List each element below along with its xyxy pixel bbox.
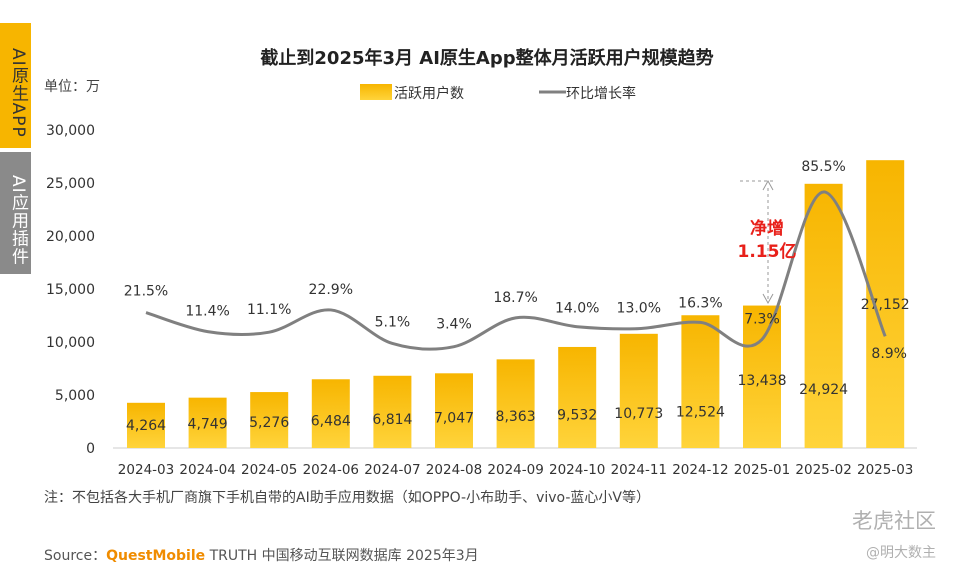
bar-value-label: 4,749 [188, 417, 228, 433]
growth-rate-label: 16.3% [678, 295, 722, 311]
x-tick-label: 2024-06 [303, 462, 359, 478]
bar [743, 305, 781, 448]
x-tick-label: 2024-07 [364, 462, 420, 478]
bar-value-label: 13,438 [738, 373, 787, 389]
legend: 活跃用户数 环比增长率 [360, 84, 636, 102]
annotation-line2: 1.15亿 [738, 241, 797, 262]
arrow-up-icon [762, 179, 774, 191]
bar [188, 397, 227, 448]
source-line: Source：QuestMobile TRUTH 中国移动互联网数据库 2025… [44, 545, 479, 565]
bar [619, 333, 658, 448]
bar [250, 392, 289, 448]
bar [681, 315, 720, 448]
growth-rate-line [145, 190, 887, 351]
arrow-down-icon [762, 293, 774, 305]
x-tick-label: 2024-11 [611, 462, 667, 478]
bar-value-label: 9,532 [557, 408, 597, 424]
y-axis: 0 5,000 10,000 15,000 20,000 25,000 30,000 [46, 123, 95, 457]
bar [373, 375, 412, 448]
x-tick-label: 2024-12 [672, 462, 728, 478]
bars [127, 160, 905, 449]
growth-rate-label: 3.4% [436, 317, 472, 333]
x-tick-label: 2025-02 [795, 462, 851, 478]
bar-value-label: 4,264 [126, 418, 166, 434]
growth-rate-label: 14.0% [555, 301, 599, 317]
growth-rate-label: 5.1% [375, 314, 411, 330]
x-tick-label: 2024-09 [487, 462, 543, 478]
x-tick-label: 2024-05 [241, 462, 297, 478]
unit-label: 单位：万 [44, 79, 100, 95]
community-watermark: 老虎社区 [852, 509, 936, 533]
x-tick-label: 2024-04 [179, 462, 235, 478]
bar [127, 402, 165, 448]
bar-value-label: 24,924 [799, 382, 848, 398]
y-tick-label: 20,000 [46, 229, 95, 245]
x-tick-label: 2025-03 [857, 462, 913, 478]
bar [866, 160, 905, 449]
y-tick-label: 0 [86, 441, 95, 457]
x-axis: 2024-03 2024-04 2024-05 2024-06 2024-07 2024-… [118, 462, 914, 478]
bar-value-label: 6,484 [311, 414, 351, 430]
source-rest: TRUTH 中国移动互联网数据库 2025年3月 [205, 548, 479, 564]
y-tick-label: 25,000 [46, 176, 95, 192]
source-prefix: Source： [44, 548, 107, 564]
y-tick-label: 5,000 [55, 388, 95, 404]
author-watermark: @明大数主 [866, 545, 936, 561]
x-tick-label: 2024-10 [549, 462, 605, 478]
source-brand[interactable]: QuestMobile [106, 548, 206, 564]
legend-bar-label: 活跃用户数 [394, 85, 464, 102]
bar-value-label: 10,773 [614, 406, 663, 422]
y-tick-label: 30,000 [46, 123, 95, 139]
bar-value-label: 27,152 [861, 297, 910, 313]
bar-value-label: 6,814 [372, 412, 412, 428]
bar-value-label: 7,047 [434, 411, 474, 427]
tab-ai-native-app[interactable]: AI原生APP [0, 23, 31, 148]
growth-rate-label: 18.7% [493, 290, 537, 306]
growth-rate-label: 13.0% [617, 301, 661, 317]
legend-bar-swatch [360, 84, 392, 100]
growth-rate-label: 85.5% [801, 159, 845, 175]
tab-ai-app-plugin[interactable]: AI应用插件 [0, 152, 31, 274]
bar [804, 183, 843, 448]
growth-rate-label: 8.9% [871, 346, 907, 362]
y-tick-label: 15,000 [46, 282, 95, 298]
growth-rate-label: 22.9% [309, 282, 353, 298]
growth-rate-label: 21.5% [124, 284, 168, 300]
x-tick-label: 2024-03 [118, 462, 174, 478]
x-tick-label: 2025-01 [734, 462, 790, 478]
bar-labels: 4,264 4,749 5,276 6,484 6,814 7,047 8,363 9,532… [126, 297, 910, 434]
growth-rate-label: 11.4% [185, 304, 229, 320]
bar [435, 373, 473, 448]
footnote: 注：不包括各大手机厂商旗下手机自带的AI助手应用数据（如OPPO-小布助手、vi… [44, 490, 650, 506]
bar [558, 346, 597, 448]
bar-value-label: 5,276 [249, 415, 289, 431]
net-increase-annotation: 净增 1.15亿 [738, 179, 797, 305]
bar [311, 379, 350, 448]
y-tick-label: 10,000 [46, 335, 95, 351]
x-tick-label: 2024-08 [426, 462, 482, 478]
bar [496, 359, 535, 448]
legend-line-label: 环比增长率 [566, 85, 636, 102]
bar-value-label: 8,363 [496, 409, 536, 425]
growth-rate-labels: 21.5% 11.4% 11.1% 22.9% 5.1% 3.4% 18.7% 14.0% 13… [124, 159, 907, 362]
growth-rate-label: 11.1% [247, 302, 291, 318]
bar-value-label: 12,524 [676, 405, 725, 421]
annotation-line1: 净增 [750, 218, 784, 239]
growth-rate-label: 7.3% [744, 311, 780, 327]
chart-title: 截止到2025年3月 AI原生App整体月活跃用户规模趋势 [260, 47, 713, 69]
